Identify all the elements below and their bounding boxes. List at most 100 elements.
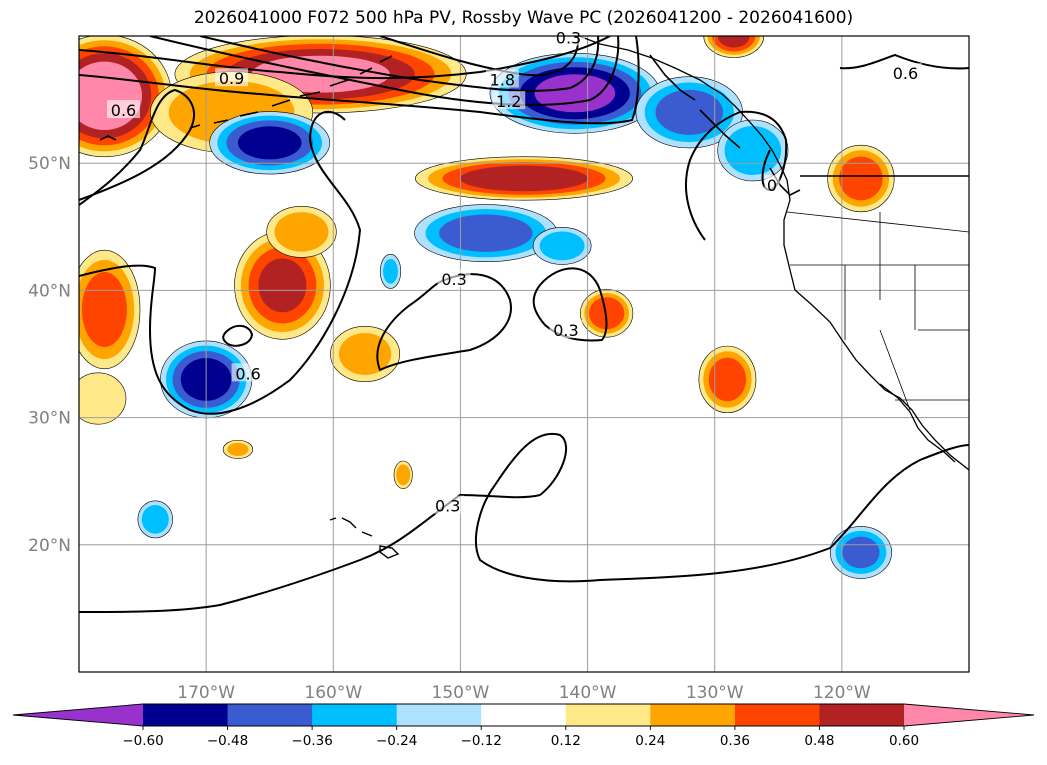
colorbar-tick-label: 0.60 xyxy=(889,733,919,749)
anomaly-band xyxy=(79,372,127,425)
anomaly-feature xyxy=(209,111,331,175)
lon-tick-label: 140°W xyxy=(559,683,617,703)
anomaly-band xyxy=(708,357,747,402)
pv-contour-0.6-west xyxy=(79,88,195,206)
anomaly-feature xyxy=(489,52,661,134)
anomaly-feature xyxy=(703,36,765,58)
lat-tick-label: 20°N xyxy=(28,536,71,556)
pv-contour-0.9 xyxy=(79,36,611,80)
anomaly-feature xyxy=(635,76,743,149)
anomaly-feature xyxy=(827,144,895,213)
anomaly-feature xyxy=(415,156,633,201)
anomaly-band xyxy=(717,36,750,48)
anomaly-band xyxy=(141,504,169,534)
anomaly-band xyxy=(839,156,883,201)
colorbar-bin xyxy=(650,704,736,726)
anomaly-feature xyxy=(698,345,757,414)
anomaly-feature xyxy=(379,253,402,289)
anomaly-feature xyxy=(717,119,789,182)
anomaly-band xyxy=(274,212,329,252)
contour-label-bg xyxy=(437,269,471,288)
colorbar-extend-high xyxy=(904,704,1034,726)
contour-label: 0.6 xyxy=(111,101,136,120)
pv-contour-0.3-south xyxy=(79,432,969,613)
contour-label-bg xyxy=(231,363,265,382)
anomaly-band xyxy=(237,126,302,160)
pv-contour-0.3-loop xyxy=(532,267,608,342)
north-america-coastline xyxy=(578,36,969,471)
contour-label: 0.3 xyxy=(553,321,578,340)
colorbar-bin xyxy=(312,704,398,726)
anomaly-feature xyxy=(79,372,127,425)
colorbar-bin xyxy=(819,704,905,726)
contour-label: 0 xyxy=(767,176,777,195)
anomaly-band xyxy=(655,89,724,135)
lon-tick-label: 120°W xyxy=(813,683,871,703)
gridlines xyxy=(79,36,969,672)
map-title: 2026041000 F072 500 hPa PV, Rossby Wave … xyxy=(193,8,854,28)
axis-tick-labels: 170°W 160°W 150°W 140°W 130°W 120°W 20°N 30°N 40… xyxy=(28,154,871,703)
anomaly-feature xyxy=(137,500,173,539)
colorbar-bin xyxy=(481,704,567,726)
pv-contour-1.8 xyxy=(199,36,600,92)
contour-label-bg xyxy=(485,69,519,88)
lat-tick-label: 40°N xyxy=(28,281,71,301)
contour-label: 0.6 xyxy=(893,64,918,83)
contour-label: 1.2 xyxy=(496,92,521,111)
lon-tick-label: 170°W xyxy=(177,683,235,703)
colorbar-tick-label: 0.48 xyxy=(804,733,834,749)
colorbar-bin xyxy=(734,704,820,726)
hawaii-islands xyxy=(329,517,400,559)
contour-label-bg xyxy=(431,495,465,514)
anomaly-band xyxy=(588,297,625,330)
colorbar-tick-label: 0.36 xyxy=(720,733,750,749)
anomaly-band xyxy=(842,536,880,569)
colorbar-bin xyxy=(227,704,313,726)
colorbar-bin xyxy=(143,704,229,726)
anomaly-band xyxy=(81,271,127,347)
colorbar-tick-label: −0.48 xyxy=(207,733,248,749)
anomaly-feature xyxy=(222,439,254,459)
contour-label-bg xyxy=(764,175,780,194)
anomaly-band xyxy=(396,464,411,486)
colorbar-tick-label: −0.36 xyxy=(291,733,332,749)
anomaly-feature xyxy=(393,460,413,489)
contour-label: 0.9 xyxy=(219,69,244,88)
colorbar-extend-low xyxy=(13,704,143,726)
anomaly-feature xyxy=(266,206,337,258)
anomaly-band xyxy=(539,231,585,261)
anomaly-feature xyxy=(580,289,634,338)
anomaly-feature xyxy=(532,227,592,265)
anomaly-feature xyxy=(330,325,400,383)
colorbar-tick-label: −0.60 xyxy=(122,733,163,749)
anomaly-band xyxy=(258,258,307,313)
contour-label-bg xyxy=(107,100,140,119)
colorbar-tick-label: 0.12 xyxy=(551,733,581,749)
pv-contour-0.3-ring xyxy=(376,273,512,372)
contour-label-bg xyxy=(215,68,249,87)
anomaly-band xyxy=(383,258,398,284)
anomaly-band xyxy=(227,442,249,456)
contour-label-bg xyxy=(888,63,922,82)
pv-contour-0.6-mid xyxy=(79,110,362,415)
pv-contour-1.2 xyxy=(149,36,620,106)
lon-tick-label: 150°W xyxy=(432,683,490,703)
pv-contour-small xyxy=(222,324,254,347)
contour-label: 1.8 xyxy=(490,71,515,90)
pv-contours xyxy=(79,36,969,613)
contour-label: 0.6 xyxy=(235,364,260,383)
pv-contour-0.6-east xyxy=(839,53,969,70)
colorbar-tick-label: −0.12 xyxy=(461,733,502,749)
contour-label: 0.3 xyxy=(556,29,581,48)
colorbar-tick-label: −0.24 xyxy=(376,733,417,749)
colorbar: −0.60 −0.48 −0.36 −0.24 −0.12 0.12 0.24 0.36 0.4… xyxy=(12,703,1035,749)
state-borders xyxy=(786,211,969,411)
anomaly-feature xyxy=(234,231,331,340)
colorbar-bin xyxy=(565,704,651,726)
lat-tick-label: 50°N xyxy=(28,154,71,174)
lon-tick-label: 130°W xyxy=(686,683,744,703)
lat-tick-label: 30°N xyxy=(28,409,71,429)
contour-label: 0.3 xyxy=(435,497,460,516)
colorbar-tick-label: 0.24 xyxy=(635,733,665,749)
anomaly-band xyxy=(460,165,588,192)
